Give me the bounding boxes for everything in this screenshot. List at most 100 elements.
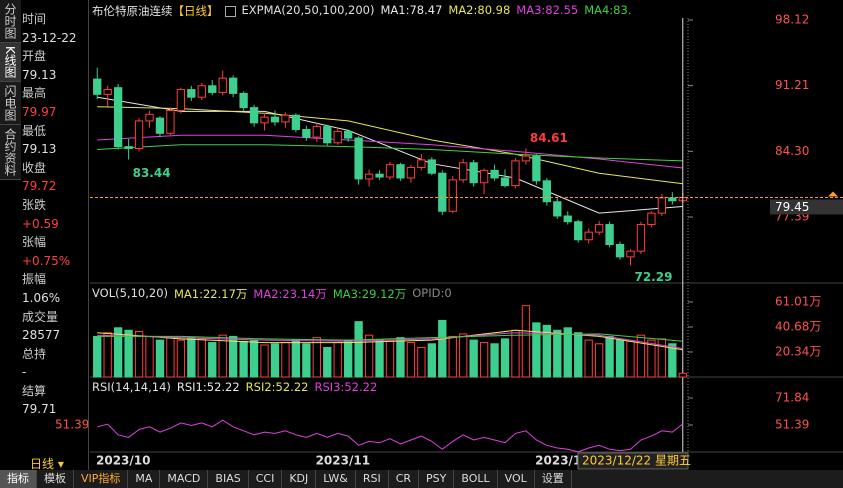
icon[interactable] bbox=[224, 6, 236, 17]
indicator: RSI(14,14,14) bbox=[92, 380, 171, 394]
volume-bar bbox=[155, 339, 165, 378]
sidebar: 分时图 K线图 闪电图 合约资料 时间 23-12-22 开盘 79.13 最高 79.97 最低 7… bbox=[0, 0, 89, 470]
volume-bar bbox=[574, 332, 583, 378]
toolbar-tab[interactable]: CR bbox=[389, 470, 420, 488]
side-tab[interactable]: 合约资料 bbox=[0, 124, 21, 180]
volume-bar bbox=[626, 340, 635, 378]
line bbox=[97, 333, 683, 342]
candle-body bbox=[500, 177, 510, 187]
candle-body bbox=[155, 117, 165, 134]
field-value: +0.59 bbox=[22, 216, 59, 231]
candle-body bbox=[448, 179, 457, 212]
toolbar-tab[interactable]: MA bbox=[128, 470, 161, 488]
legend: RSI2:52.22 bbox=[245, 380, 309, 394]
candle-body bbox=[228, 77, 238, 94]
volume-bar bbox=[197, 338, 206, 378]
field-label: 收盘 bbox=[22, 160, 47, 175]
field-value: 79.72 bbox=[22, 179, 57, 194]
toolbar-tab[interactable]: RSI bbox=[356, 470, 389, 488]
legend: MA4:83. bbox=[584, 3, 632, 17]
candle-body bbox=[584, 231, 593, 241]
volume-bar bbox=[270, 343, 280, 378]
candle-body bbox=[218, 77, 227, 93]
toolbar-tab[interactable]: 指标 bbox=[0, 470, 37, 488]
line bbox=[97, 329, 683, 351]
volume-bar bbox=[187, 337, 196, 378]
candle-body bbox=[124, 146, 133, 150]
x-tick-label: 2023/10 bbox=[96, 454, 150, 468]
field-label: 总持 bbox=[22, 346, 47, 361]
candle-body bbox=[615, 244, 625, 258]
field-label: 张跌 bbox=[22, 197, 47, 212]
volume-bar bbox=[490, 343, 499, 378]
volume-bar bbox=[364, 334, 374, 378]
volume-bar bbox=[448, 335, 457, 378]
date-box bbox=[577, 452, 689, 470]
field-label: 最高 bbox=[22, 86, 47, 101]
volume-bar bbox=[249, 339, 259, 378]
field-label: 时间 bbox=[22, 12, 47, 26]
toolbar-tab[interactable]: 模板 bbox=[37, 470, 74, 488]
toolbar-tab[interactable]: CCI bbox=[249, 470, 283, 488]
period-select[interactable]: 日线 ▾ bbox=[30, 457, 64, 471]
volume-bar bbox=[647, 339, 656, 378]
volume-bar bbox=[375, 339, 384, 378]
side-tab[interactable]: 分时图 bbox=[0, 0, 21, 43]
field-label: 开盘 bbox=[22, 49, 47, 64]
volume-bar bbox=[594, 343, 604, 378]
volume-bar bbox=[584, 339, 593, 378]
volume-bar bbox=[542, 324, 552, 378]
toolbar-tab[interactable]: VIP指标 bbox=[74, 470, 129, 488]
field-value: 79.71 bbox=[22, 402, 57, 417]
candle-body bbox=[385, 164, 395, 178]
y-tick-label: 51.39 bbox=[775, 417, 809, 431]
toolbar-tab[interactable]: 设置 bbox=[535, 470, 572, 488]
price-box bbox=[770, 199, 843, 215]
candle-body bbox=[291, 114, 301, 130]
indicator: EXPMA(20,50,100,200) bbox=[241, 3, 375, 17]
volume-bar bbox=[312, 337, 321, 378]
volume-bar bbox=[124, 329, 133, 378]
candle-body bbox=[406, 167, 416, 179]
field-value: 23-12-22 bbox=[22, 30, 77, 45]
legend: MA3:29.12万 bbox=[332, 287, 407, 301]
toolbar-tab[interactable]: VOL bbox=[498, 470, 535, 488]
volume-bar bbox=[615, 339, 625, 378]
candle-body bbox=[249, 107, 259, 124]
price-marker bbox=[828, 191, 838, 197]
legend: MA3:82.55 bbox=[516, 3, 579, 17]
extreme-label: 83.44 bbox=[133, 166, 171, 180]
y-tick-label: 91.21 bbox=[775, 78, 809, 92]
y-tick-label: 40.68万 bbox=[775, 319, 821, 333]
toolbar-tab[interactable]: LW& bbox=[316, 470, 356, 488]
candle-body bbox=[239, 92, 248, 109]
toolbar-tab[interactable]: PSY bbox=[419, 470, 455, 488]
line bbox=[97, 419, 684, 453]
candle-body bbox=[134, 120, 144, 150]
candle-body bbox=[668, 197, 677, 202]
toolbar-tab[interactable]: BIAS bbox=[208, 470, 249, 488]
candle-body bbox=[281, 114, 290, 123]
volume-header: VOL(5,10,20) MA1:22.17万 MA2:23.14万 MA3:2… bbox=[92, 286, 452, 302]
volume-bar bbox=[438, 319, 447, 378]
cursor-value: 51.39 bbox=[55, 417, 89, 431]
side-tab[interactable]: K线图 bbox=[0, 43, 21, 82]
volume-bar bbox=[636, 334, 646, 378]
volume-bar bbox=[93, 335, 102, 378]
current-price: 79.45 bbox=[775, 200, 809, 214]
toolbar-tab[interactable]: BOLL bbox=[454, 470, 498, 488]
period: 【日线】 bbox=[172, 4, 219, 18]
field-value: 79.97 bbox=[22, 104, 57, 119]
candle-body bbox=[344, 130, 353, 139]
toolbar-tab[interactable]: MACD bbox=[160, 470, 209, 488]
y-tick-label: 20.34万 bbox=[775, 344, 821, 358]
legend: MA2:23.14万 bbox=[253, 287, 327, 301]
toolbar-tab[interactable]: KDJ bbox=[282, 470, 317, 488]
indicator: VOL(5,10,20) bbox=[92, 286, 168, 300]
candle-body bbox=[469, 162, 478, 184]
period-text: 日线 bbox=[30, 457, 55, 471]
x-tick-label: 2023/1 bbox=[535, 454, 581, 468]
volume-bar bbox=[354, 321, 363, 378]
volume-bar bbox=[239, 340, 248, 378]
side-tab[interactable]: 闪电图 bbox=[0, 81, 21, 125]
